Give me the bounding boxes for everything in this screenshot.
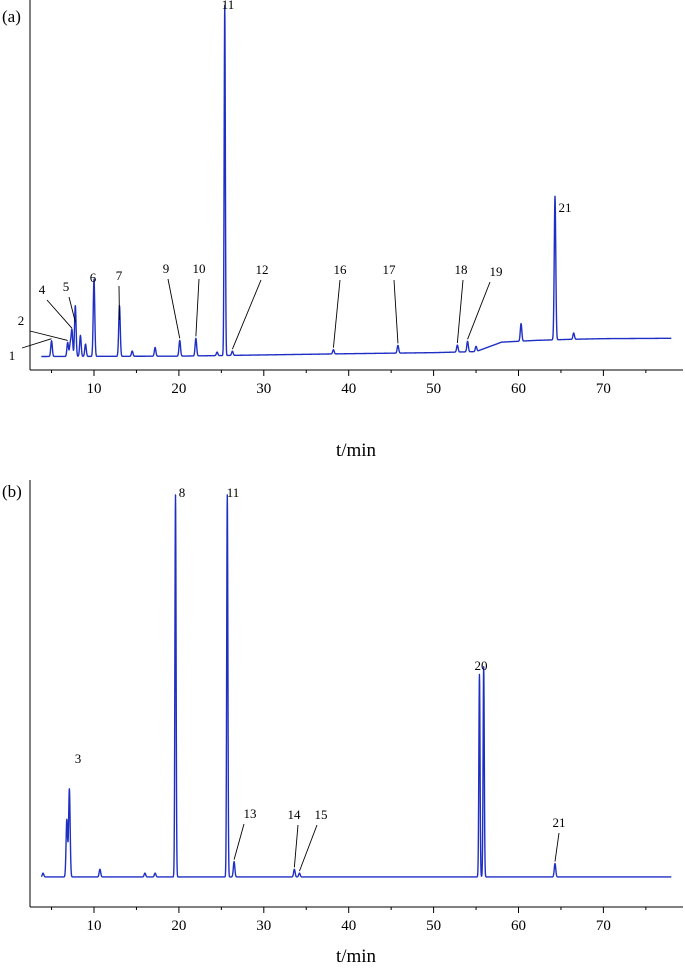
x-tick-label-60: 60 [511,381,526,397]
peak-leader-9 [167,278,181,339]
chromatogram-trace-b [40,494,672,878]
x-tick-label-60: 60 [511,918,526,934]
peak-label-13: 13 [244,806,257,821]
peak-label-11: 11 [222,0,235,12]
chart-panel-b: (b) 10 20 30 40 50 60 70 3 8 11 13 14 15 20 21 t/min [2,480,683,967]
peak-label-16: 16 [334,262,348,277]
x-axis-title-b: t/min [336,946,377,967]
peak-leader-4 [46,299,73,329]
peak-leader-5 [68,296,76,323]
peak-label-21: 21 [553,815,566,830]
peak-label-1: 1 [9,348,16,363]
x-tick-label-30: 30 [256,381,271,397]
peak-label-6: 6 [90,270,97,285]
peak-leader-13 [233,823,245,860]
peak-leader-14 [293,824,299,868]
x-tick-label-70: 70 [596,381,611,397]
peak-label-12: 12 [256,262,269,277]
x-tick-label-40: 40 [341,918,356,934]
x-tick-label-70: 70 [596,918,611,934]
x-axis-title-a: t/min [336,440,377,461]
peak-label-3: 3 [75,751,82,766]
peak-leader-19 [467,281,491,340]
peak-leader-21 [554,832,560,862]
x-tick-label-10: 10 [87,381,102,397]
peak-leader-2 [29,330,68,341]
peak-label-20: 20 [475,658,488,673]
peak-leader-16 [332,279,341,348]
peak-label-4: 4 [39,282,46,297]
peak-label-11: 11 [227,485,240,500]
peak-label-7: 7 [116,268,123,283]
peak-label-21: 21 [559,200,572,215]
peak-label-5: 5 [63,279,70,294]
peak-label-2: 2 [18,313,25,328]
peak-label-17: 17 [383,262,397,277]
peak-label-14: 14 [288,807,302,822]
panel-label-b: (b) [2,482,22,501]
peak-leader-15 [299,824,318,872]
peak-leader-18 [456,279,464,344]
x-tick-label-20: 20 [171,918,186,934]
x-tick-label-20: 20 [171,381,186,397]
x-ticks-b: 10 20 30 40 50 60 70 [51,907,647,934]
peak-label-9: 9 [163,261,170,276]
peak-label-18: 18 [455,262,468,277]
x-tick-label-50: 50 [426,918,441,934]
peak-annotations-b: 3 8 11 13 14 15 20 21 [75,485,566,872]
peak-label-15: 15 [315,807,328,822]
peak-leader-10 [195,278,200,337]
panel-label-a: (a) [2,7,21,26]
x-tick-label-50: 50 [426,381,441,397]
peak-leader-1 [21,338,52,349]
peak-label-19: 19 [490,264,503,279]
x-ticks-a: 10 20 30 40 50 60 70 [51,370,647,397]
chromatogram-trace-a [40,4,672,358]
x-tick-label-40: 40 [341,381,356,397]
peak-label-10: 10 [193,261,206,276]
x-tick-label-10: 10 [87,918,102,934]
x-tick-label-30: 30 [256,918,271,934]
peak-leader-17 [393,279,399,344]
peak-label-8: 8 [179,485,186,500]
peak-leader-12 [231,279,262,350]
